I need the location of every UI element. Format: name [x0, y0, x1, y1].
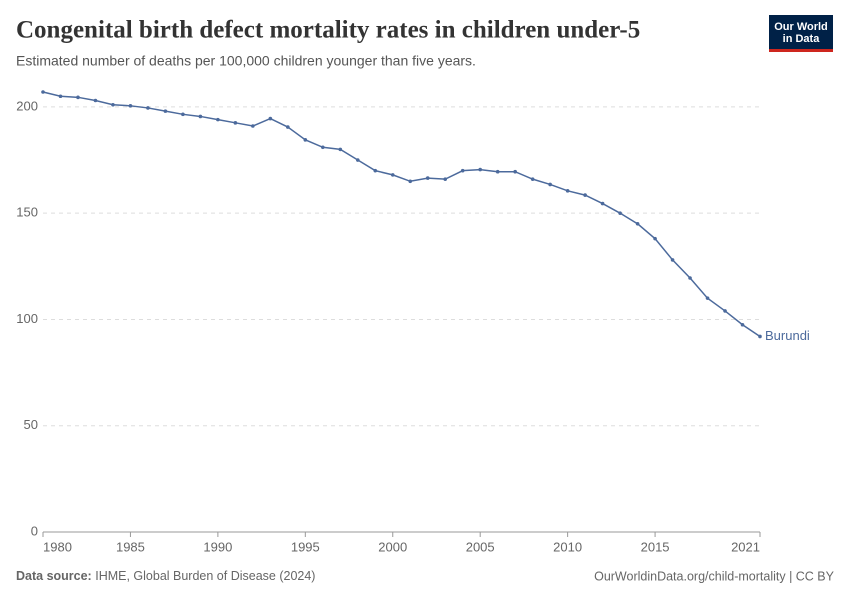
source-label: Data source:	[16, 569, 92, 583]
point	[583, 193, 587, 197]
logo-box	[769, 15, 833, 49]
point	[41, 90, 45, 94]
point	[565, 189, 570, 193]
chart-title: Congenital birth defect mortality rates …	[16, 17, 640, 44]
point	[688, 276, 692, 280]
point	[181, 112, 185, 117]
footer-link[interactable]: OurWorldinData.org/child-mortality | CC …	[594, 569, 835, 583]
point	[758, 334, 762, 339]
point	[443, 177, 448, 181]
x-tick-label: 2021	[731, 539, 760, 554]
x-tick-label: 2005	[466, 539, 495, 554]
point	[618, 211, 622, 215]
point	[93, 98, 98, 103]
point	[303, 138, 308, 142]
point	[425, 176, 430, 180]
point	[251, 124, 255, 128]
x-tick-label: 1990	[203, 539, 232, 554]
point	[128, 104, 133, 108]
point	[111, 102, 115, 107]
chart-subtitle: Estimated number of deaths per 100,000 c…	[16, 53, 476, 69]
point	[513, 169, 517, 174]
y-tick-label: 50	[24, 417, 38, 432]
point	[373, 168, 378, 173]
x-tick-label: 1985	[116, 539, 145, 554]
series-label: Burundi	[765, 328, 810, 343]
point	[321, 145, 325, 150]
x-tick-label: 1980	[43, 539, 72, 554]
logo[interactable]: Our World in Data	[769, 15, 833, 52]
point	[653, 236, 657, 241]
source-text: IHME, Global Burden of Disease (2024)	[95, 569, 315, 583]
logo-text: in Data	[783, 33, 821, 45]
x-tick-label: 2000	[378, 539, 407, 554]
y-tick-label: 100	[16, 311, 38, 326]
logo-text: Our World	[774, 21, 828, 33]
point	[216, 117, 220, 122]
point	[338, 147, 343, 152]
logo-bar	[769, 49, 833, 52]
x-tick-label: 2015	[641, 539, 670, 554]
line	[42, 91, 761, 338]
point	[268, 116, 273, 121]
point	[495, 169, 500, 174]
point	[600, 201, 605, 206]
point	[670, 258, 675, 262]
point	[548, 182, 552, 187]
point	[705, 296, 710, 300]
point	[390, 173, 395, 177]
point	[478, 167, 482, 172]
point	[408, 179, 413, 184]
point	[163, 109, 168, 113]
point	[76, 95, 80, 100]
y-tick-label: 0	[31, 523, 38, 538]
point	[635, 221, 640, 226]
point	[355, 158, 360, 162]
point	[198, 114, 203, 119]
point	[460, 168, 465, 173]
point	[146, 106, 150, 110]
point	[530, 177, 535, 181]
y-tick-label: 150	[16, 205, 38, 220]
point	[286, 125, 290, 129]
x-tick-label: 1995	[291, 539, 320, 554]
point	[740, 322, 745, 327]
point	[58, 94, 63, 99]
x-tick-label: 2010	[553, 539, 582, 554]
point	[233, 121, 238, 125]
source: Data source: IHME, Global Burden of Dise…	[16, 569, 315, 583]
point	[723, 309, 727, 313]
y-tick-label: 200	[16, 98, 38, 113]
